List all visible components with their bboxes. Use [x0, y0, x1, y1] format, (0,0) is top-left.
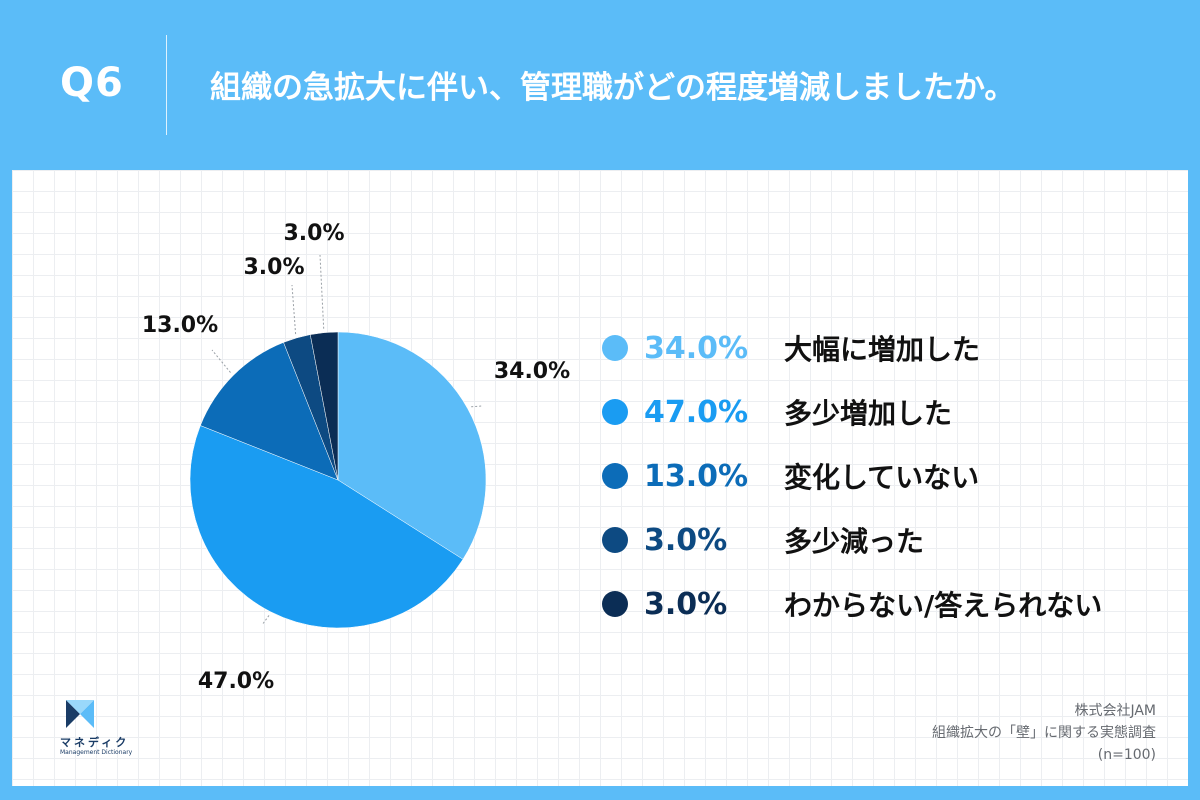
leader-line-5: [319, 254, 325, 329]
question-text: 組織の急拡大に伴い、管理職がどの程度増減しましたか。: [210, 70, 1016, 106]
legend-item: 3.0% わからない/答えられない: [602, 572, 1162, 636]
leader-line-1: [471, 405, 483, 408]
legend-value: 13.0%: [644, 458, 749, 494]
legend-item: 34.0% 大幅に増加した: [602, 316, 1162, 380]
logo: マネディク Management Dictionary: [60, 696, 140, 756]
logo-text: マネディク: [60, 736, 130, 749]
legend-item: 13.0% 変化していない: [602, 444, 1162, 508]
legend-dot: [602, 591, 628, 617]
question-number: Q6: [60, 60, 124, 106]
data-label-2: 47.0%: [198, 669, 274, 694]
legend-label: 多少増加した: [784, 397, 953, 430]
pie-slice-1: [337, 331, 487, 560]
footer: 株式会社JAM 組織拡大の「壁」に関する実態調査 (n=100): [932, 700, 1156, 766]
chart-panel: 34.0% 47.0% 13.0% 3.0% 3.0% 34.0% 大幅に増加した 47.0…: [12, 170, 1188, 786]
data-label-5: 3.0%: [283, 221, 344, 246]
legend-label: 変化していない: [784, 461, 980, 494]
pie-slice-2: [189, 425, 464, 629]
pie-chart: 34.0% 47.0% 13.0% 3.0% 3.0%: [142, 221, 570, 694]
legend-item: 47.0% 多少増加した: [602, 380, 1162, 444]
pie-slice-3: [200, 342, 339, 481]
data-label-3: 13.0%: [142, 313, 218, 338]
legend-item: 3.0% 多少減った: [602, 508, 1162, 572]
legend-dot: [602, 399, 628, 425]
leader-line-4: [291, 284, 297, 335]
legend-dot: [602, 335, 628, 361]
legend-label: 多少減った: [784, 525, 925, 558]
legend-label: わからない/答えられない: [784, 589, 1103, 622]
legend-label: 大幅に増加した: [784, 333, 981, 366]
data-label-4: 3.0%: [243, 255, 304, 280]
logo-mark-icon: [66, 700, 94, 728]
footer-sample: (n=100): [1097, 747, 1156, 763]
footer-survey: 組織拡大の「壁」に関する実態調査: [932, 725, 1156, 741]
legend-value: 3.0%: [644, 522, 728, 558]
footer-company: 株式会社JAM: [1074, 703, 1156, 719]
legend: 34.0% 大幅に増加した 47.0% 多少増加した 13.0% 変化していない 3.0% 多…: [602, 316, 1162, 636]
header: Q6 組織の急拡大に伴い、管理職がどの程度増減しましたか。: [0, 0, 1200, 170]
leader-line-3: [211, 349, 231, 373]
legend-dot: [602, 463, 628, 489]
legend-value: 3.0%: [644, 586, 728, 622]
header-divider: [166, 35, 167, 135]
legend-dot: [602, 527, 628, 553]
pie-slice-5: [309, 331, 339, 481]
data-label-1: 34.0%: [494, 359, 570, 384]
logo-subtext: Management Dictionary: [60, 749, 133, 756]
legend-value: 34.0%: [644, 330, 749, 366]
leader-line-2: [261, 615, 270, 626]
legend-value: 47.0%: [644, 394, 749, 430]
